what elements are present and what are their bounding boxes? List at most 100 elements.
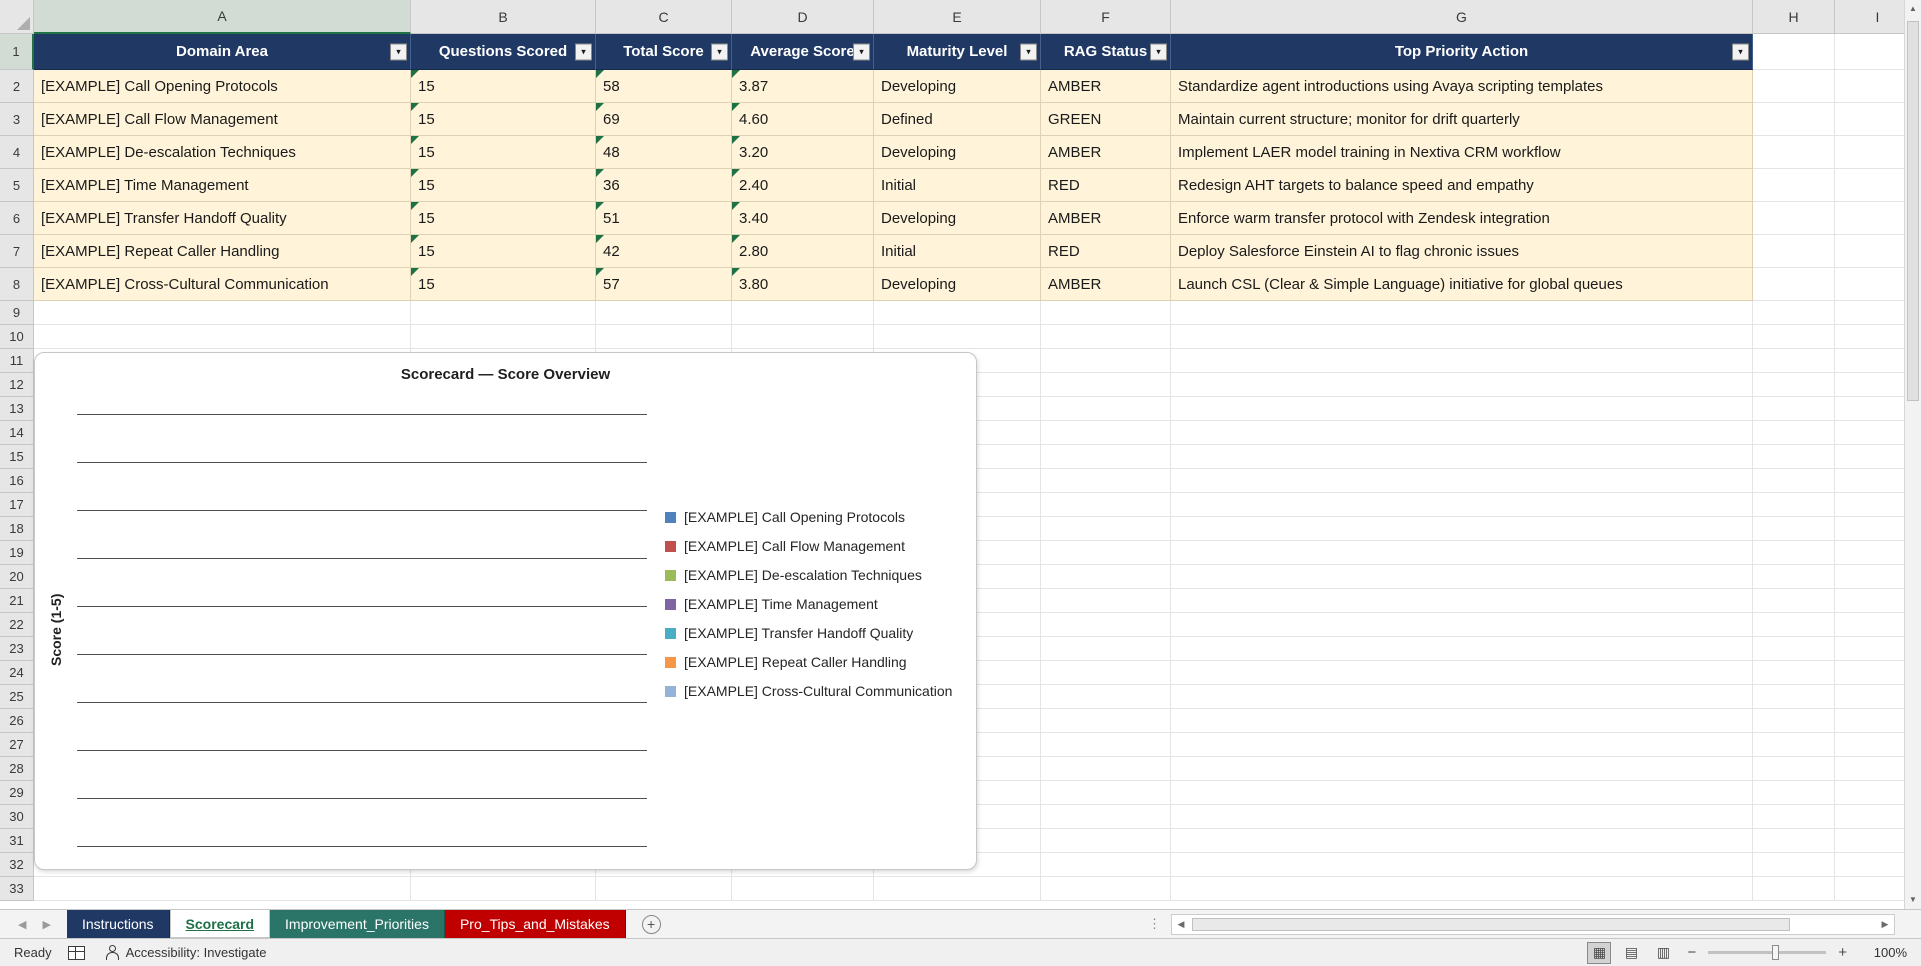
filter-dropdown-icon[interactable]: ▾	[1150, 43, 1167, 60]
header-cell-F1[interactable]: RAG Status ▾	[1041, 34, 1171, 70]
cell-G16[interactable]	[1171, 469, 1753, 493]
cell-B5[interactable]: 15	[411, 169, 596, 202]
cell-G17[interactable]	[1171, 493, 1753, 517]
cell-D3[interactable]: 4.60	[732, 103, 874, 136]
cell-B33[interactable]	[411, 877, 596, 901]
cell-F16[interactable]	[1041, 469, 1171, 493]
cell-B3[interactable]: 15	[411, 103, 596, 136]
header-cell-G1[interactable]: Top Priority Action ▾	[1171, 34, 1753, 70]
cell-G20[interactable]	[1171, 565, 1753, 589]
cell-C6[interactable]: 51	[596, 202, 732, 235]
zoom-slider-thumb[interactable]	[1771, 945, 1779, 960]
row-header-14[interactable]: 14	[0, 421, 34, 445]
cell-A10[interactable]	[34, 325, 411, 349]
cell-G18[interactable]	[1171, 517, 1753, 541]
cell-A8[interactable]: [EXAMPLE] Cross-Cultural Communication	[34, 268, 411, 301]
cell-H32[interactable]	[1753, 853, 1835, 877]
cell-H8[interactable]	[1753, 268, 1835, 301]
cell-G9[interactable]	[1171, 301, 1753, 325]
cell-G6[interactable]: Enforce warm transfer protocol with Zend…	[1171, 202, 1753, 235]
cell-F15[interactable]	[1041, 445, 1171, 469]
row-header-7[interactable]: 7	[0, 235, 34, 268]
row-header-30[interactable]: 30	[0, 805, 34, 829]
cell-G28[interactable]	[1171, 757, 1753, 781]
cell-F28[interactable]	[1041, 757, 1171, 781]
row-header-8[interactable]: 8	[0, 268, 34, 301]
column-header-F[interactable]: F	[1041, 0, 1171, 34]
select-all-corner[interactable]	[0, 0, 34, 34]
row-header-33[interactable]: 33	[0, 877, 34, 901]
row-header-27[interactable]: 27	[0, 733, 34, 757]
cell-F30[interactable]	[1041, 805, 1171, 829]
row-header-10[interactable]: 10	[0, 325, 34, 349]
cell-E2[interactable]: Developing	[874, 70, 1041, 103]
cell-C2[interactable]: 58	[596, 70, 732, 103]
scroll-right-icon[interactable]: ▶	[1881, 919, 1889, 929]
header-cell-E1[interactable]: Maturity Level ▾	[874, 34, 1041, 70]
cell-H7[interactable]	[1753, 235, 1835, 268]
cell-H1[interactable]	[1753, 34, 1835, 70]
cell-F26[interactable]	[1041, 709, 1171, 733]
scroll-left-icon[interactable]: ◀	[1177, 919, 1185, 929]
cell-F23[interactable]	[1041, 637, 1171, 661]
cell-F20[interactable]	[1041, 565, 1171, 589]
cell-F18[interactable]	[1041, 517, 1171, 541]
cell-H33[interactable]	[1753, 877, 1835, 901]
sheet-tab-pro_tips_and_mistakes[interactable]: Pro_Tips_and_Mistakes	[444, 910, 626, 938]
cell-H23[interactable]	[1753, 637, 1835, 661]
cell-F25[interactable]	[1041, 685, 1171, 709]
cell-H21[interactable]	[1753, 589, 1835, 613]
cell-F11[interactable]	[1041, 349, 1171, 373]
row-header-31[interactable]: 31	[0, 829, 34, 853]
row-header-15[interactable]: 15	[0, 445, 34, 469]
header-cell-D1[interactable]: Average Score ▾	[732, 34, 874, 70]
cell-F32[interactable]	[1041, 853, 1171, 877]
cell-C5[interactable]: 36	[596, 169, 732, 202]
cell-H2[interactable]	[1753, 70, 1835, 103]
cell-F31[interactable]	[1041, 829, 1171, 853]
cell-H20[interactable]	[1753, 565, 1835, 589]
cell-D8[interactable]: 3.80	[732, 268, 874, 301]
row-header-11[interactable]: 11	[0, 349, 34, 373]
cell-G33[interactable]	[1171, 877, 1753, 901]
row-header-29[interactable]: 29	[0, 781, 34, 805]
zoom-out-icon[interactable]: −	[1687, 944, 1697, 961]
cell-E3[interactable]: Defined	[874, 103, 1041, 136]
filter-dropdown-icon[interactable]: ▾	[1020, 43, 1037, 60]
cell-H9[interactable]	[1753, 301, 1835, 325]
cell-F13[interactable]	[1041, 397, 1171, 421]
cell-G23[interactable]	[1171, 637, 1753, 661]
cell-H27[interactable]	[1753, 733, 1835, 757]
cell-H26[interactable]	[1753, 709, 1835, 733]
cell-H14[interactable]	[1753, 421, 1835, 445]
tab-nav-left-icon[interactable]: ◀	[18, 918, 27, 931]
cell-C33[interactable]	[596, 877, 732, 901]
row-header-32[interactable]: 32	[0, 853, 34, 877]
cell-G2[interactable]: Standardize agent introductions using Av…	[1171, 70, 1753, 103]
cell-B10[interactable]	[411, 325, 596, 349]
cell-F24[interactable]	[1041, 661, 1171, 685]
vertical-scrollbar[interactable]: ▲ ▼	[1904, 0, 1921, 909]
cell-G32[interactable]	[1171, 853, 1753, 877]
row-header-21[interactable]: 21	[0, 589, 34, 613]
row-header-6[interactable]: 6	[0, 202, 34, 235]
cell-G19[interactable]	[1171, 541, 1753, 565]
cell-A6[interactable]: [EXAMPLE] Transfer Handoff Quality	[34, 202, 411, 235]
row-header-28[interactable]: 28	[0, 757, 34, 781]
cell-B9[interactable]	[411, 301, 596, 325]
cell-D5[interactable]: 2.40	[732, 169, 874, 202]
cell-D9[interactable]	[732, 301, 874, 325]
cell-F3[interactable]: GREEN	[1041, 103, 1171, 136]
row-header-24[interactable]: 24	[0, 661, 34, 685]
row-header-5[interactable]: 5	[0, 169, 34, 202]
cell-F6[interactable]: AMBER	[1041, 202, 1171, 235]
filter-dropdown-icon[interactable]: ▾	[575, 43, 592, 60]
horizontal-scroll-thumb[interactable]	[1192, 918, 1790, 931]
row-header-12[interactable]: 12	[0, 373, 34, 397]
sheet-tab-improvement_priorities[interactable]: Improvement_Priorities	[270, 910, 445, 938]
cell-G5[interactable]: Redesign AHT targets to balance speed an…	[1171, 169, 1753, 202]
cell-F8[interactable]: AMBER	[1041, 268, 1171, 301]
cell-F33[interactable]	[1041, 877, 1171, 901]
cell-H18[interactable]	[1753, 517, 1835, 541]
cell-F4[interactable]: AMBER	[1041, 136, 1171, 169]
